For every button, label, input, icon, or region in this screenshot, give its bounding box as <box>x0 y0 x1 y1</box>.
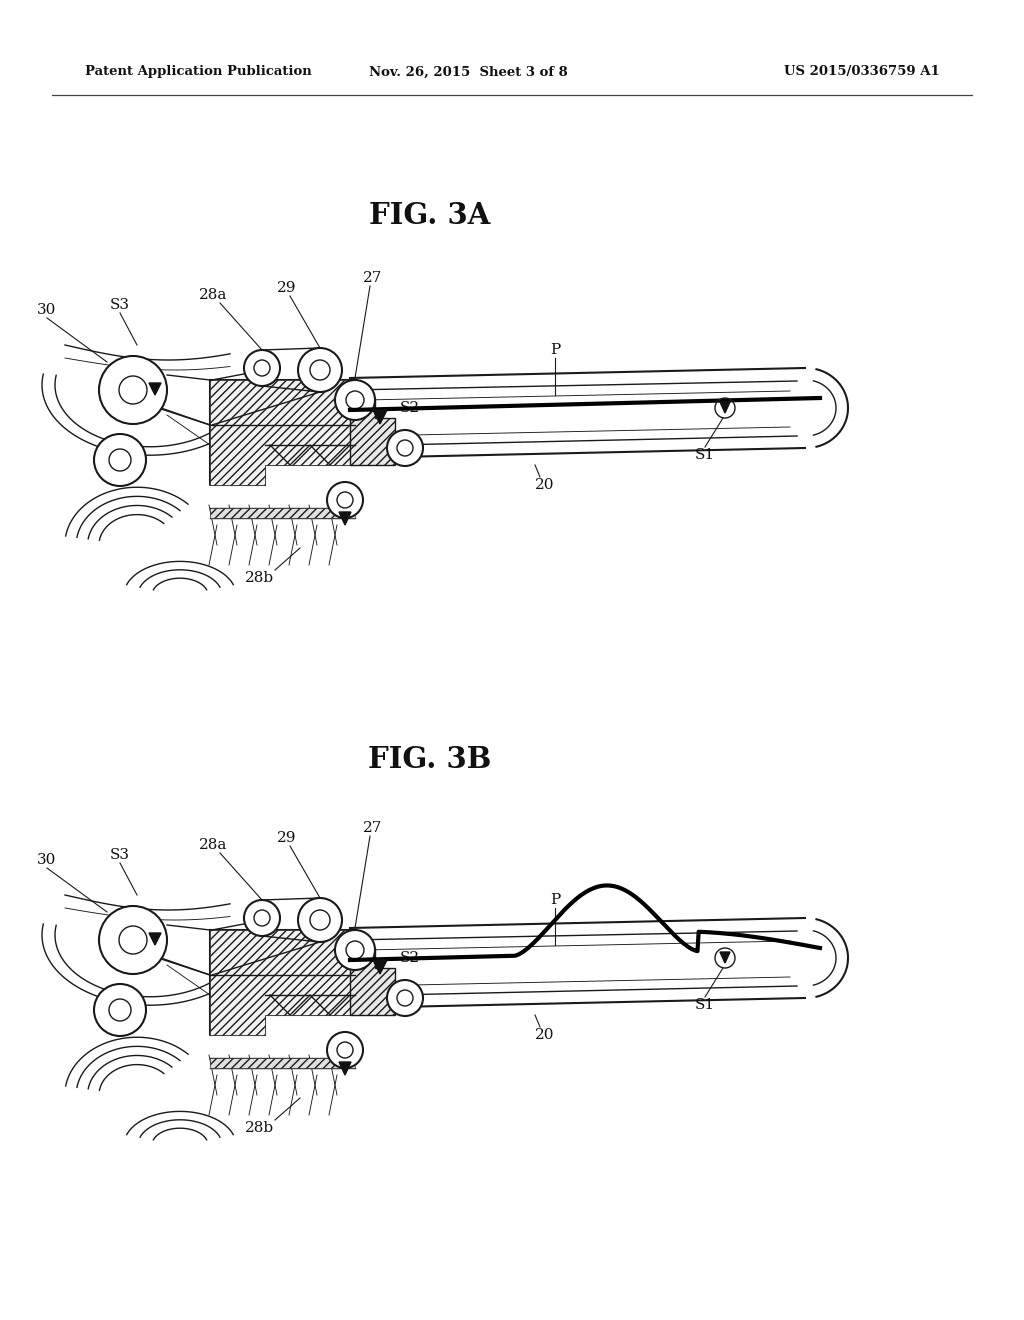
Bar <box>210 508 355 517</box>
Polygon shape <box>350 948 395 1015</box>
Circle shape <box>387 979 423 1016</box>
Text: FIG. 3A: FIG. 3A <box>370 201 490 230</box>
Circle shape <box>99 356 167 424</box>
Circle shape <box>244 900 280 936</box>
Circle shape <box>335 380 375 420</box>
Text: 28a: 28a <box>199 838 227 851</box>
Circle shape <box>94 434 146 486</box>
Text: FIG. 3B: FIG. 3B <box>369 746 492 775</box>
Text: 27: 27 <box>364 271 383 285</box>
Text: S3: S3 <box>110 298 130 312</box>
Text: S2: S2 <box>400 950 420 965</box>
Text: 27: 27 <box>364 821 383 836</box>
Text: 29: 29 <box>278 832 297 845</box>
Polygon shape <box>373 411 387 424</box>
Polygon shape <box>720 952 730 964</box>
Polygon shape <box>210 380 355 484</box>
Circle shape <box>244 350 280 385</box>
Text: US 2015/0336759 A1: US 2015/0336759 A1 <box>784 66 940 78</box>
Text: 28b: 28b <box>246 572 274 585</box>
Text: Patent Application Publication: Patent Application Publication <box>85 66 311 78</box>
Text: 28b: 28b <box>246 1121 274 1135</box>
Text: 30: 30 <box>37 853 56 867</box>
Polygon shape <box>150 383 161 395</box>
Polygon shape <box>150 933 161 945</box>
Text: P: P <box>550 343 560 356</box>
Circle shape <box>99 906 167 974</box>
Text: Nov. 26, 2015  Sheet 3 of 8: Nov. 26, 2015 Sheet 3 of 8 <box>369 66 567 78</box>
Text: S1: S1 <box>695 998 715 1012</box>
Polygon shape <box>210 931 355 1035</box>
Text: P: P <box>550 894 560 907</box>
Polygon shape <box>373 960 387 974</box>
Text: S2: S2 <box>400 401 420 414</box>
Polygon shape <box>339 512 351 525</box>
Bar <box>210 1059 355 1068</box>
Polygon shape <box>350 399 395 465</box>
Circle shape <box>327 1032 362 1068</box>
Circle shape <box>335 931 375 970</box>
Text: 29: 29 <box>278 281 297 294</box>
Polygon shape <box>720 403 730 413</box>
Text: 28a: 28a <box>199 288 227 302</box>
Circle shape <box>387 430 423 466</box>
Circle shape <box>94 983 146 1036</box>
Circle shape <box>298 348 342 392</box>
Text: S1: S1 <box>695 447 715 462</box>
Polygon shape <box>339 1063 351 1074</box>
Text: S3: S3 <box>110 847 130 862</box>
Text: 20: 20 <box>536 478 555 492</box>
Circle shape <box>298 898 342 942</box>
Text: 20: 20 <box>536 1028 555 1041</box>
Text: 30: 30 <box>37 304 56 317</box>
Circle shape <box>327 482 362 517</box>
